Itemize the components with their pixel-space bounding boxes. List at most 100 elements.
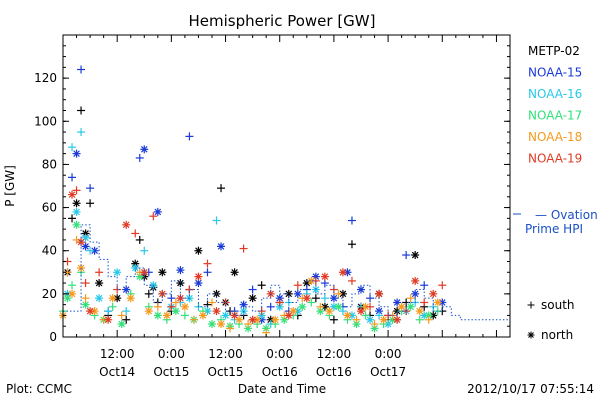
data-point: [375, 289, 384, 298]
data-point: [293, 281, 302, 290]
data-point: [194, 272, 203, 281]
data-point: [122, 220, 131, 229]
data-point: [271, 315, 280, 324]
data-point: [212, 307, 221, 316]
data-point: [393, 315, 402, 324]
data-point: [72, 149, 81, 158]
data-point: [86, 307, 95, 316]
data-point: [221, 311, 230, 320]
data-point: [77, 65, 86, 74]
data-point: [180, 302, 189, 311]
data-point: [244, 320, 253, 329]
legend-entry-noaa-16: NOAA-16: [528, 87, 582, 101]
data-point: [411, 251, 420, 260]
data-point: [140, 145, 149, 154]
data-point: [217, 320, 226, 329]
data-point: [104, 307, 113, 316]
data-point: [320, 272, 329, 281]
data-point: [420, 281, 429, 290]
data-point: [329, 294, 338, 303]
legend-entry-noaa-18: NOAA-18: [528, 130, 582, 144]
symbol-key: south north: [527, 298, 575, 342]
data-point: [77, 106, 86, 115]
data-point: [239, 244, 248, 253]
data-point: [95, 279, 104, 288]
x-tick-time-label: 0:00: [375, 347, 402, 361]
data-point: [162, 311, 171, 320]
ovation-hpi-line: [63, 224, 511, 321]
data-point: [275, 298, 284, 307]
data-point: [325, 307, 334, 316]
data-point: [68, 173, 77, 182]
data-point: [185, 132, 194, 141]
y-tick-label: 100: [34, 114, 57, 128]
symbol-key-north: north: [527, 328, 573, 342]
data-point: [135, 235, 144, 244]
data-point: [77, 128, 86, 137]
data-point: [122, 307, 131, 316]
data-point: [239, 300, 248, 309]
x-tick-time-label: 0:00: [266, 347, 293, 361]
data-point: [217, 242, 226, 251]
data-point: [171, 307, 180, 316]
data-point: [357, 307, 365, 316]
data-point: [402, 251, 411, 260]
data-point: [194, 246, 203, 255]
series-noaa-15: [68, 65, 447, 324]
data-point: [397, 302, 406, 311]
data-point: [212, 216, 221, 225]
data-point: [338, 289, 347, 298]
x-tick-date-label: Oct16: [262, 365, 298, 379]
data-point: [320, 294, 329, 303]
data-point: [153, 207, 162, 216]
data-point: [68, 289, 77, 298]
data-point: [366, 302, 375, 311]
data-point: [108, 302, 117, 311]
legend: METP-02 NOAA-15 NOAA-16 NOAA-17 NOAA-18 NOAA-…: [528, 44, 582, 166]
data-point: [153, 302, 162, 311]
data-point: [149, 212, 158, 221]
data-point: [406, 302, 415, 311]
data-point: [68, 143, 77, 152]
data-point: [311, 294, 320, 303]
data-point: [262, 324, 271, 333]
data-point: [316, 307, 325, 316]
data-point: [415, 315, 424, 324]
data-point: [217, 184, 226, 193]
legend-entry-noaa-19: NOAA-19: [528, 152, 582, 166]
data-point: [208, 320, 216, 329]
data-point: [338, 268, 347, 277]
x-tick-time-label: 12:00: [208, 347, 243, 361]
y-axis: 0 20 40 60 80 100 120: [34, 34, 510, 344]
data-point: [420, 298, 429, 307]
data-point: [171, 298, 180, 307]
data-point: [126, 294, 135, 303]
legend-entry-noaa-15: NOAA-15: [528, 66, 582, 80]
data-point: [208, 298, 216, 307]
data-point: [375, 311, 384, 320]
series-layer: [59, 65, 447, 337]
y-tick-label: 40: [42, 244, 57, 258]
data-point: [117, 311, 126, 320]
data-point: [284, 311, 293, 320]
data-point: [86, 184, 95, 193]
data-point: [203, 259, 212, 268]
footer-timestamp: 2012/10/17 07:55:14: [467, 382, 594, 396]
data-point: [248, 315, 257, 324]
data-point: [117, 320, 126, 329]
chart-title: Hemispheric Power [GW]: [189, 12, 376, 30]
data-point: [366, 315, 375, 324]
legend-entry-metp-02: METP-02: [528, 44, 580, 58]
data-point: [424, 315, 433, 324]
data-point: [338, 307, 347, 316]
data-point: [167, 294, 176, 303]
y-tick-label: 20: [42, 287, 57, 301]
ovation-layer: [63, 224, 511, 321]
data-point: [144, 307, 153, 316]
data-point: [90, 246, 99, 255]
data-point: [95, 294, 104, 303]
data-point: [266, 302, 275, 311]
x-tick-time-label: 0:00: [158, 347, 185, 361]
x-tick-date-label: Oct17: [370, 365, 406, 379]
